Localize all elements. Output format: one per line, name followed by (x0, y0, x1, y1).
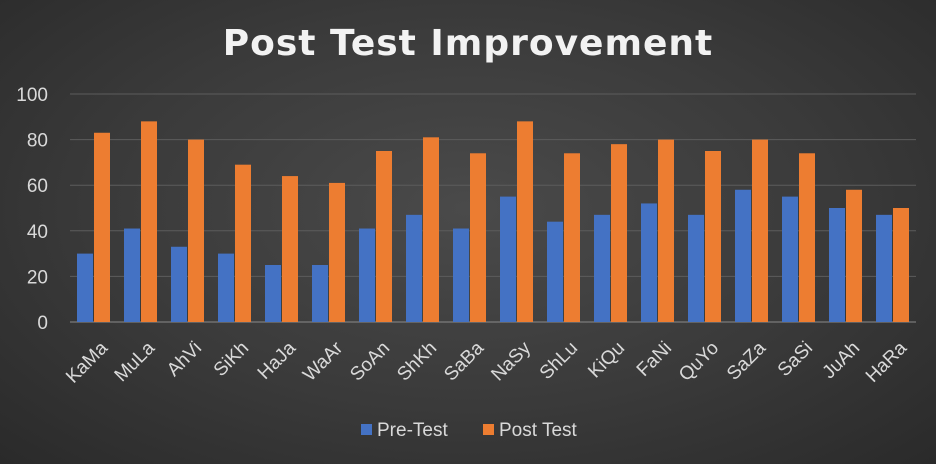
bar-post-test-shlu (564, 153, 580, 322)
bar-pre-test-shkh (406, 214, 422, 322)
x-tick-label: WaAr (299, 337, 347, 385)
x-tick-label: KaMa (62, 337, 112, 387)
bar-post-test-shkh (423, 137, 439, 322)
bar-post-test-haja (282, 176, 298, 322)
bar-post-test-hara (893, 208, 909, 322)
bar-pre-test-fani (641, 203, 657, 322)
y-tick-label: 20 (27, 267, 48, 288)
bar-pre-test-haja (265, 265, 281, 322)
bar-post-test-kama (94, 132, 110, 322)
x-tick-label: SaBa (440, 337, 488, 385)
y-axis-ticks: 0 20 40 60 80 100 (16, 85, 48, 334)
bar-post-test-sasi (799, 153, 815, 322)
bar-pre-test-waar (312, 265, 328, 322)
x-tick-label: QuYo (675, 338, 723, 386)
bar-post-test-ahvi (188, 139, 204, 322)
bar-pre-test-soan (359, 228, 375, 322)
bar-post-test-saza (752, 139, 768, 322)
bar-post-test-saba (470, 153, 486, 322)
legend: Pre-Test Post Test (361, 420, 578, 441)
bar-pre-test-sasi (782, 196, 798, 322)
x-tick-label: MuLa (111, 337, 160, 386)
bar-pre-test-saza (735, 189, 751, 322)
x-tick-label: HaJa (254, 337, 301, 384)
bar-post-test-soan (376, 151, 392, 322)
x-tick-label: SaSi (774, 338, 817, 381)
bar-post-test-fani (658, 139, 674, 322)
bar-pre-test-quyo (688, 214, 704, 322)
legend-label-pre-test: Pre-Test (377, 420, 448, 441)
gridlines (70, 93, 916, 323)
y-tick-label: 0 (37, 313, 48, 334)
x-tick-label: ShKh (393, 338, 441, 386)
bar-pre-test-sikh (218, 253, 234, 322)
bar-post-test-mula (141, 121, 157, 322)
legend-swatch-pre-test (361, 424, 372, 435)
bar-pre-test-saba (453, 228, 469, 322)
legend-swatch-post-test (483, 424, 494, 435)
chart-title: Post Test Improvement (223, 23, 713, 64)
bar-pre-test-kiqu (594, 214, 610, 322)
x-tick-label: SaZa (723, 337, 770, 384)
bar-post-test-waar (329, 182, 345, 322)
bar-pre-test-shlu (547, 221, 563, 322)
bar-pre-test-mula (124, 228, 140, 322)
bar-pre-test-kama (77, 253, 93, 322)
x-tick-label: FaNi (633, 338, 676, 381)
x-tick-label: JuAh (819, 338, 864, 383)
x-tick-label: SoAn (346, 338, 394, 386)
bar-post-test-nasy (517, 121, 533, 322)
x-tick-label: SiKh (210, 338, 253, 381)
y-tick-label: 40 (27, 222, 48, 243)
x-tick-label: NaSy (487, 337, 535, 385)
legend-label-post-test: Post Test (499, 420, 578, 441)
bar-pre-test-hara (876, 214, 892, 322)
bar-post-test-sikh (235, 164, 251, 322)
x-tick-label: HaRa (862, 337, 912, 387)
x-tick-label: KiQu (584, 338, 629, 383)
x-tick-label: AhVi (163, 338, 206, 381)
bar-pre-test-juah (829, 208, 845, 322)
y-tick-label: 60 (27, 176, 48, 197)
y-tick-label: 80 (27, 131, 48, 152)
bars (77, 121, 909, 322)
bar-post-test-quyo (705, 151, 721, 322)
bar-post-test-juah (846, 189, 862, 322)
y-tick-label: 100 (16, 85, 48, 106)
bar-pre-test-nasy (500, 196, 516, 322)
x-tick-label: ShLu (536, 338, 582, 384)
bar-pre-test-ahvi (171, 246, 187, 322)
bar-post-test-kiqu (611, 144, 627, 322)
